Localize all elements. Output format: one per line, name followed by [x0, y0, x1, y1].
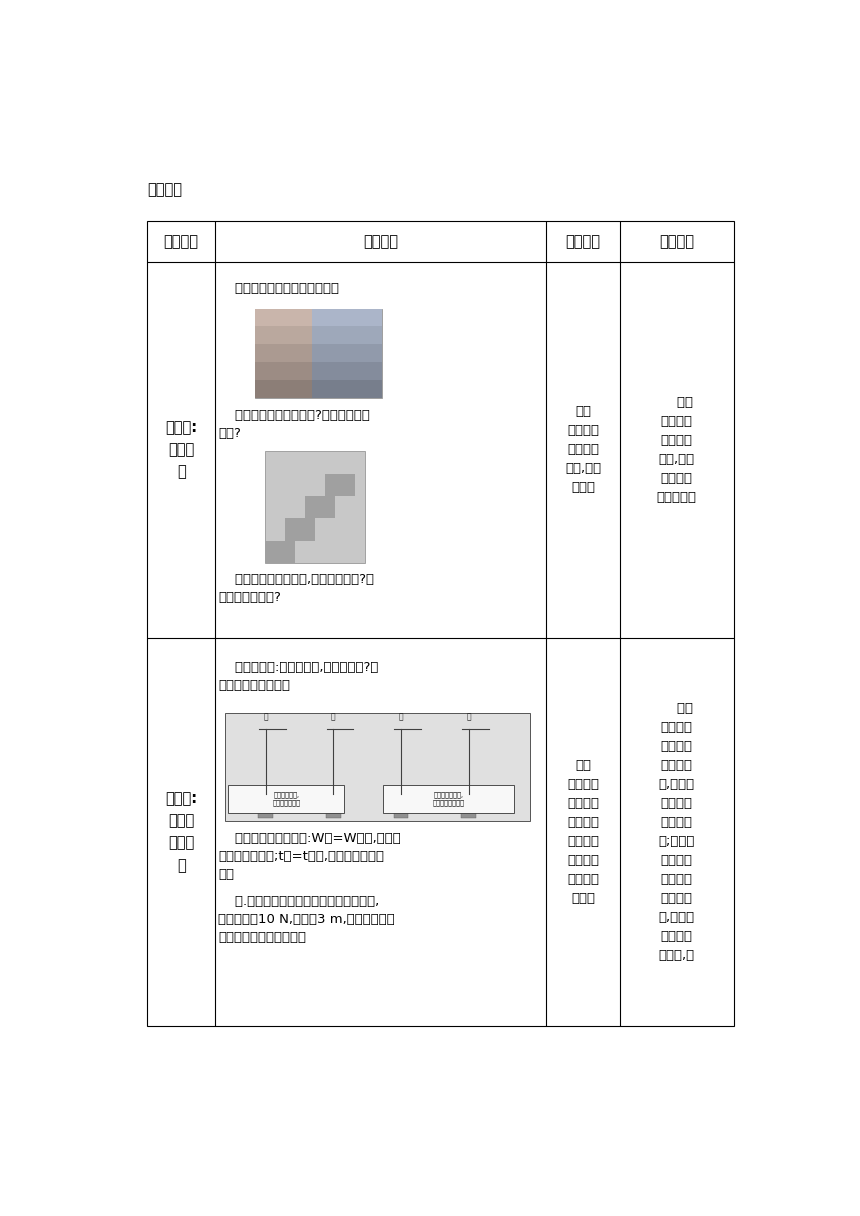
Bar — [265, 541, 295, 563]
Bar — [312, 309, 382, 327]
Text: 展示并提问:人与起重机,哪个做功快?你
是怎样比较出来的。: 展示并提问:人与起重机,哪个做功快?你 是怎样比较出来的。 — [218, 662, 378, 692]
Bar — [255, 309, 382, 398]
Bar — [255, 309, 312, 327]
Text: 请同学们观看课件思考问题。: 请同学们观看课件思考问题。 — [218, 282, 340, 295]
Bar — [312, 379, 382, 398]
Bar — [255, 362, 312, 379]
Text: 环节一:
导入新
课: 环节一: 导入新 课 — [165, 421, 197, 479]
Bar — [258, 806, 273, 817]
Text: 教学过程: 教学过程 — [148, 182, 182, 197]
Bar — [312, 344, 382, 362]
Bar — [225, 713, 530, 821]
Bar — [148, 221, 734, 1026]
Bar — [255, 327, 312, 344]
Bar — [258, 793, 273, 804]
Text: 以问
题的方式
引发学生
思考,调动
学生的学
习积极性。: 以问 题的方式 引发学生 思考,调动 学生的学 习积极性。 — [657, 396, 697, 503]
Text: 教学内容: 教学内容 — [363, 233, 398, 249]
Bar — [326, 793, 341, 804]
Text: 环节二:
比较做
功的快
慢: 环节二: 比较做 功的快 慢 — [165, 792, 197, 873]
Bar — [394, 793, 408, 804]
Text: 学生
通过人和
吊塔提升
重物的情
景得出比
较做功快
慢的两种
方式。: 学生 通过人和 吊塔提升 重物的情 景得出比 较做功快 慢的两种 方式。 — [567, 759, 599, 905]
Bar — [255, 379, 312, 398]
Bar — [228, 786, 344, 814]
Bar — [325, 473, 355, 496]
Text: 乙: 乙 — [466, 713, 471, 721]
Text: 学生活动: 学生活动 — [566, 233, 600, 249]
Bar — [285, 518, 315, 541]
Bar — [461, 793, 476, 804]
Bar — [312, 327, 382, 344]
Text: 做一样多的功,
所用时间不同。: 做一样多的功, 所用时间不同。 — [272, 792, 300, 806]
Text: 他们挖土做的功相等吗?做功的快慢一
样吗?: 他们挖土做的功相等吗?做功的快慢一 样吗? — [218, 409, 370, 440]
Text: 通过
创设情境
的方式帮
助学生思
考,认识到
比较做功
快慢的方
式;通过设
问的方式
引发学生
的主动思
考,调动学
生的学习
积极性,同: 通过 创设情境 的方式帮 助学生思 考,认识到 比较做功 快慢的方 式;通过设 … — [659, 702, 695, 962]
Bar — [384, 786, 514, 814]
Bar — [265, 451, 365, 563]
Text: 学生
观看视频
并思考、
交流,回答
问题。: 学生 观看视频 并思考、 交流,回答 问题。 — [565, 405, 601, 495]
Text: 乙: 乙 — [331, 713, 335, 721]
Text: 例.甲、乙、丙三位同学分别搬砖到二楼,
每块砖物重10 N,楼高为3 m,他们搬砖的数
量和所用的时间如下表。: 例.甲、乙、丙三位同学分别搬砖到二楼, 每块砖物重10 N,楼高为3 m,他们搬… — [218, 895, 395, 945]
Bar — [461, 806, 476, 817]
Bar — [326, 806, 341, 817]
Bar — [312, 362, 382, 379]
Bar — [305, 496, 335, 518]
Text: 甲: 甲 — [263, 713, 267, 721]
Bar — [255, 344, 312, 362]
Text: 他们爬相同的楼梯时,做的功相等吗?做
功的快慢一样吗?: 他们爬相同的楼梯时,做的功相等吗?做 功的快慢一样吗? — [218, 573, 374, 604]
Text: 比较做功快慢的方法:W甲=W乙时,所用时
间短的则做功快;t甲=t乙时,做功多的则做功
快。: 比较做功快慢的方法:W甲=W乙时,所用时 间短的则做功快;t甲=t乙时,做功多的… — [218, 832, 401, 880]
Text: 教学环节: 教学环节 — [163, 233, 199, 249]
Bar — [394, 806, 408, 817]
Text: 甲: 甲 — [399, 713, 403, 721]
Text: 在相同的时间内,
做功多少不一样。: 在相同的时间内, 做功多少不一样。 — [433, 792, 465, 806]
Text: 教学意图: 教学意图 — [660, 233, 694, 249]
